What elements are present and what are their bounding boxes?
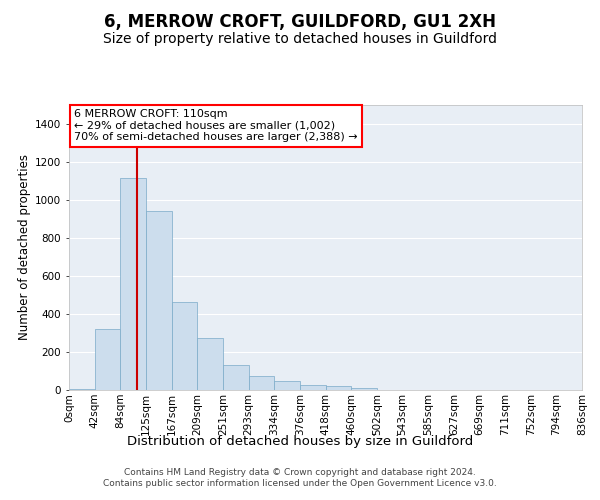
Bar (69, 389, 95, 390)
Bar (223, 366, 248, 390)
Bar (248, 376, 274, 390)
Text: 6 MERROW CROFT: 110sqm
← 29% of detached houses are smaller (1,002)
70% of semi-: 6 MERROW CROFT: 110sqm ← 29% of detached… (74, 110, 358, 142)
Bar (172, 302, 197, 390)
Bar (274, 382, 300, 390)
Bar (197, 338, 223, 390)
Bar (95, 329, 121, 390)
Text: Size of property relative to detached houses in Guildford: Size of property relative to detached ho… (103, 32, 497, 46)
Y-axis label: Number of detached properties: Number of detached properties (18, 154, 31, 340)
Text: Contains HM Land Registry data © Crown copyright and database right 2024.
Contai: Contains HM Land Registry data © Crown c… (103, 468, 497, 487)
Text: 6, MERROW CROFT, GUILDFORD, GU1 2XH: 6, MERROW CROFT, GUILDFORD, GU1 2XH (104, 12, 496, 30)
Bar (121, 178, 146, 390)
Bar (300, 385, 325, 390)
Bar (325, 386, 351, 390)
Bar (351, 388, 377, 390)
Text: Distribution of detached houses by size in Guildford: Distribution of detached houses by size … (127, 435, 473, 448)
Bar (146, 212, 172, 390)
